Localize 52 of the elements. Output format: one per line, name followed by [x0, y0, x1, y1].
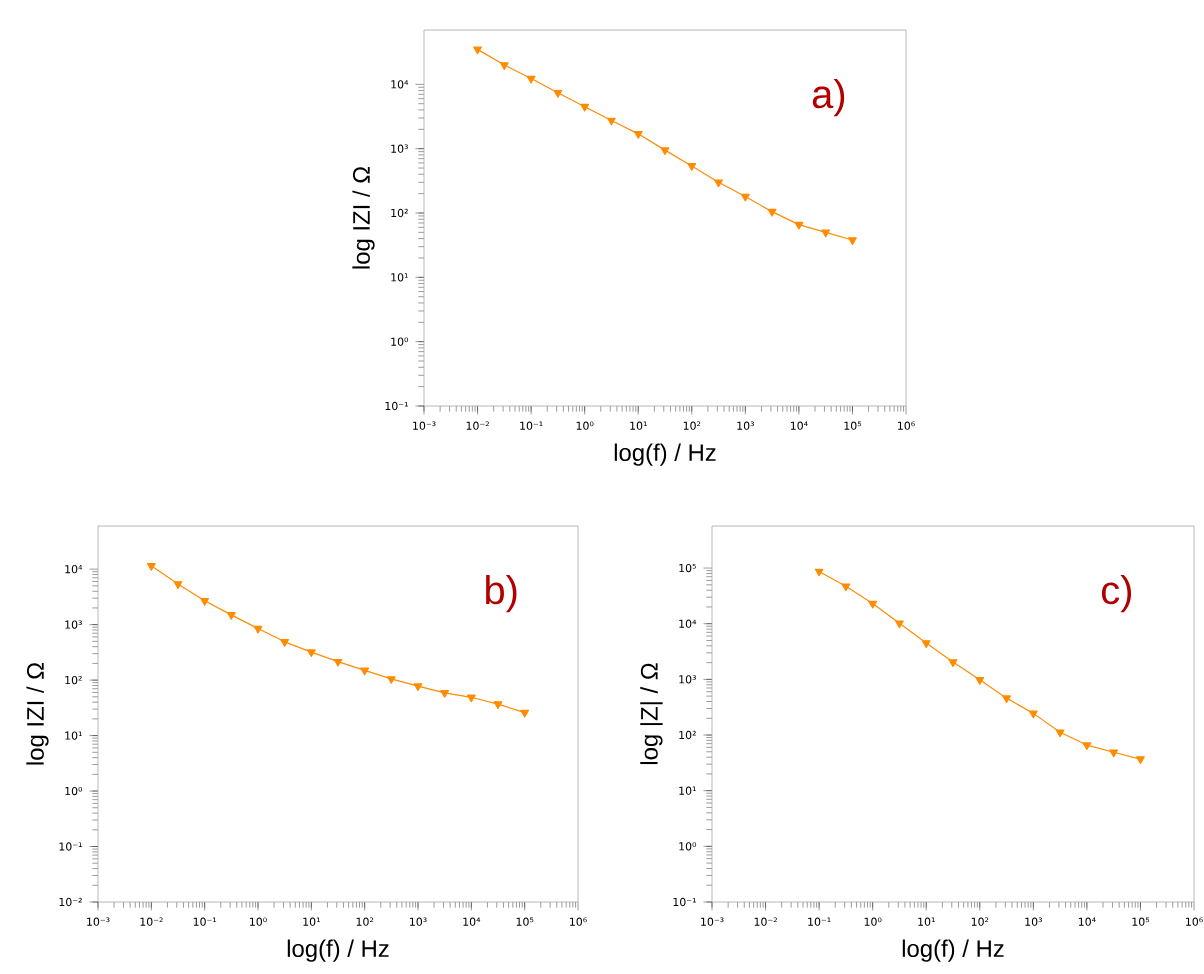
point: [226, 612, 236, 620]
x-axis-title: log(f) / Hz: [287, 939, 389, 962]
point: [607, 117, 616, 126]
point: [1109, 749, 1119, 758]
point: [173, 581, 183, 589]
y-axis-title: log |Z| / Ω: [640, 663, 663, 765]
point: [633, 131, 643, 139]
point: [360, 667, 370, 676]
point: [493, 701, 503, 710]
point: [848, 237, 857, 246]
point: [333, 658, 343, 667]
point: [868, 600, 878, 609]
annotation: b): [486, 575, 517, 613]
x-axis-title: log(f) / Hz: [902, 939, 1004, 962]
point: [553, 89, 563, 98]
point: [306, 649, 316, 658]
point: [146, 563, 156, 571]
annotation: c): [1101, 575, 1132, 613]
point: [714, 179, 723, 188]
point: [580, 103, 590, 112]
y-axis-title: log IZI / Ω: [352, 166, 375, 269]
point: [413, 683, 423, 692]
point: [466, 694, 476, 703]
point: [1136, 756, 1145, 765]
point: [975, 677, 985, 685]
point: [660, 147, 670, 156]
point: [499, 62, 509, 70]
point: [473, 46, 482, 55]
point: [200, 597, 210, 606]
point: [1002, 695, 1011, 704]
point: [895, 620, 904, 629]
point: [386, 676, 396, 684]
point: [794, 221, 804, 230]
point: [1082, 742, 1092, 751]
point: [520, 709, 530, 718]
point: [921, 640, 931, 649]
point: [1028, 710, 1038, 719]
point: [253, 625, 263, 634]
point: [687, 163, 697, 171]
point: [821, 229, 831, 238]
point: [440, 690, 450, 698]
point: [814, 568, 824, 577]
point: [1055, 729, 1065, 738]
y-axis-title: log IZI / Ω: [26, 662, 49, 765]
point: [841, 583, 851, 592]
annotation: a): [812, 79, 845, 117]
point: [526, 75, 536, 84]
x-axis-title: log(f) / Hz: [614, 443, 716, 466]
point: [767, 208, 777, 217]
point: [280, 639, 290, 647]
point: [948, 659, 958, 668]
point: [740, 193, 750, 202]
